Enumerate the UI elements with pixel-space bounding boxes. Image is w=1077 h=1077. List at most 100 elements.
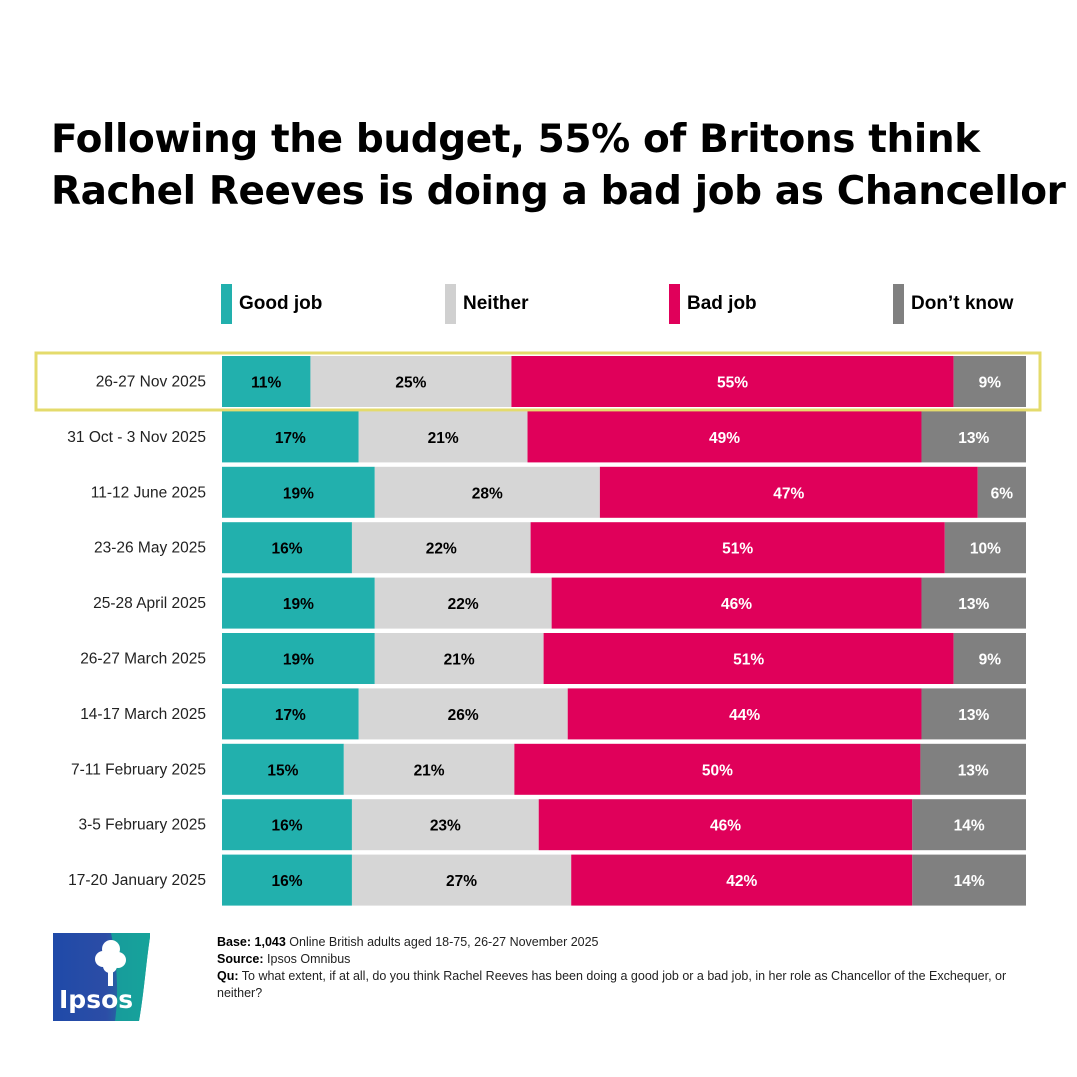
data-label-don-t-know: 6% — [991, 485, 1014, 502]
footer-source-text: Ipsos Omnibus — [267, 952, 351, 966]
bar-row-17-20-january-2025: 17-20 January 2025 16% 27% 42% 14% — [68, 854, 1026, 906]
bar-segment-bad-job — [599, 466, 978, 518]
data-label-don-t-know: 13% — [958, 707, 989, 724]
data-label-bad-job: 47% — [773, 485, 804, 502]
bar-row-3-5-february-2025: 3-5 February 2025 16% 23% 46% 14% — [78, 799, 1026, 851]
bar-segment-neither — [374, 466, 600, 518]
bar-segment-don-t-know — [953, 633, 1026, 684]
bar-segment-neither — [374, 577, 552, 629]
data-label-don-t-know: 9% — [979, 375, 1002, 392]
bar-segment-don-t-know — [912, 854, 1026, 906]
data-label-good-job: 16% — [271, 541, 302, 558]
category-label: 25-28 April 2025 — [93, 595, 206, 612]
bar-segment-good-job — [222, 688, 359, 740]
legend-label-dontknow: Don’t know — [911, 293, 1014, 314]
footer-base: Base: 1,043 Online British adults aged 1… — [217, 934, 1017, 951]
bar-segment-bad-job — [538, 799, 913, 851]
footer-question: Qu: To what extent, if at all, do you th… — [217, 968, 1017, 1002]
data-label-good-job: 15% — [267, 762, 298, 779]
data-label-bad-job: 55% — [717, 375, 748, 392]
bar-segment-bad-job — [571, 854, 913, 906]
bar-segment-don-t-know — [953, 356, 1026, 407]
bar-segment-don-t-know — [977, 466, 1026, 518]
category-label: 23-26 May 2025 — [94, 540, 206, 557]
footer-base-count: 1,043 — [254, 935, 286, 949]
data-label-neither: 22% — [448, 596, 479, 613]
bar-row-7-11-february-2025: 7-11 February 2025 15% 21% 50% 13% — [71, 743, 1026, 795]
data-label-bad-job: 51% — [722, 541, 753, 558]
footer-base-text: Online British adults aged 18-75, 26-27 … — [289, 935, 599, 949]
bar-segment-bad-job — [551, 577, 922, 629]
bar-segment-neither — [343, 743, 515, 795]
bar-row-14-17-march-2025: 14-17 March 2025 17% 26% 44% 13% — [80, 688, 1026, 740]
bar-segment-good-job — [222, 356, 311, 407]
data-label-bad-job: 51% — [733, 652, 764, 669]
bar-segment-good-job — [222, 522, 352, 574]
bar-segment-good-job — [222, 577, 375, 629]
category-label: 14-17 March 2025 — [80, 706, 206, 723]
category-label: 3-5 February 2025 — [78, 817, 206, 834]
category-label: 26-27 Nov 2025 — [96, 374, 206, 391]
data-label-good-job: 19% — [283, 652, 314, 669]
bar-segment-neither — [358, 411, 528, 463]
legend-swatch-neither — [445, 284, 456, 324]
legend-label-neither: Neither — [463, 293, 529, 314]
bar-segment-don-t-know — [921, 688, 1026, 740]
category-label: 31 Oct - 3 Nov 2025 — [67, 429, 206, 446]
bar-segment-good-job — [222, 633, 375, 684]
data-label-bad-job: 46% — [721, 596, 752, 613]
bar-segment-bad-job — [543, 633, 954, 684]
ipsos-logo: Ipsos — [53, 933, 150, 1021]
title-line-1: Following the budget, 55% of Britons thi… — [51, 117, 980, 162]
data-label-neither: 21% — [414, 762, 445, 779]
bar-segment-bad-job — [567, 688, 922, 740]
legend-label-bad: Bad job — [687, 293, 757, 314]
bar-segment-don-t-know — [921, 577, 1026, 629]
bar-row-25-28-april-2025: 25-28 April 2025 19% 22% 46% 13% — [93, 577, 1026, 629]
footer-source-label: Source: — [217, 952, 264, 966]
data-label-bad-job: 42% — [726, 873, 757, 890]
title-line-2: Rachel Reeves is doing a bad job as Chan… — [51, 169, 1066, 214]
category-label: 7-11 February 2025 — [71, 761, 206, 778]
chart-footer: Base: 1,043 Online British adults aged 1… — [217, 934, 1017, 1002]
data-label-neither: 21% — [444, 652, 475, 669]
legend-swatch-dontknow — [893, 284, 904, 324]
chart-title: Following the budget, 55% of Britons thi… — [51, 114, 1066, 218]
bar-row-26-27-nov-2025: 26-27 Nov 2025 11% 25% 55% 9% — [96, 356, 1026, 407]
data-label-bad-job: 49% — [709, 430, 740, 447]
data-label-neither: 25% — [395, 375, 426, 392]
bar-segment-bad-job — [530, 522, 945, 574]
category-label: 11-12 June 2025 — [91, 484, 206, 501]
data-label-don-t-know: 13% — [958, 596, 989, 613]
bar-segment-don-t-know — [921, 411, 1026, 463]
data-label-bad-job: 44% — [729, 707, 760, 724]
bar-row-26-27-march-2025: 26-27 March 2025 19% 21% 51% 9% — [80, 633, 1026, 684]
legend-swatch-bad — [669, 284, 680, 324]
bar-segment-good-job — [222, 799, 352, 851]
bar-segment-good-job — [222, 466, 375, 518]
data-label-don-t-know: 13% — [958, 430, 989, 447]
data-label-neither: 23% — [430, 818, 461, 835]
highlight-box — [34, 351, 1042, 412]
data-label-don-t-know: 13% — [958, 762, 989, 779]
bar-segment-neither — [351, 799, 539, 851]
footer-question-text: To what extent, if at all, do you think … — [217, 969, 1007, 1000]
logo-figure-icon — [95, 940, 126, 986]
data-label-neither: 26% — [448, 707, 479, 724]
category-label: 26-27 March 2025 — [80, 651, 206, 668]
data-label-good-job: 17% — [275, 430, 306, 447]
data-label-don-t-know: 10% — [970, 541, 1001, 558]
legend-swatch-good — [221, 284, 232, 324]
logo-text: Ipsos — [59, 985, 133, 1014]
bar-segment-neither — [374, 633, 544, 684]
bar-segment-neither — [351, 522, 531, 574]
bar-row-31-oct-3-nov-2025: 31 Oct - 3 Nov 2025 17% 21% 49% 13% — [67, 411, 1026, 463]
data-label-neither: 28% — [472, 485, 503, 502]
data-label-don-t-know: 14% — [954, 818, 985, 835]
bar-segment-neither — [358, 688, 568, 740]
data-label-good-job: 16% — [271, 873, 302, 890]
data-label-neither: 22% — [426, 541, 457, 558]
bar-segment-neither — [351, 854, 572, 906]
bar-row-23-26-may-2025: 23-26 May 2025 16% 22% 51% 10% — [94, 522, 1026, 574]
